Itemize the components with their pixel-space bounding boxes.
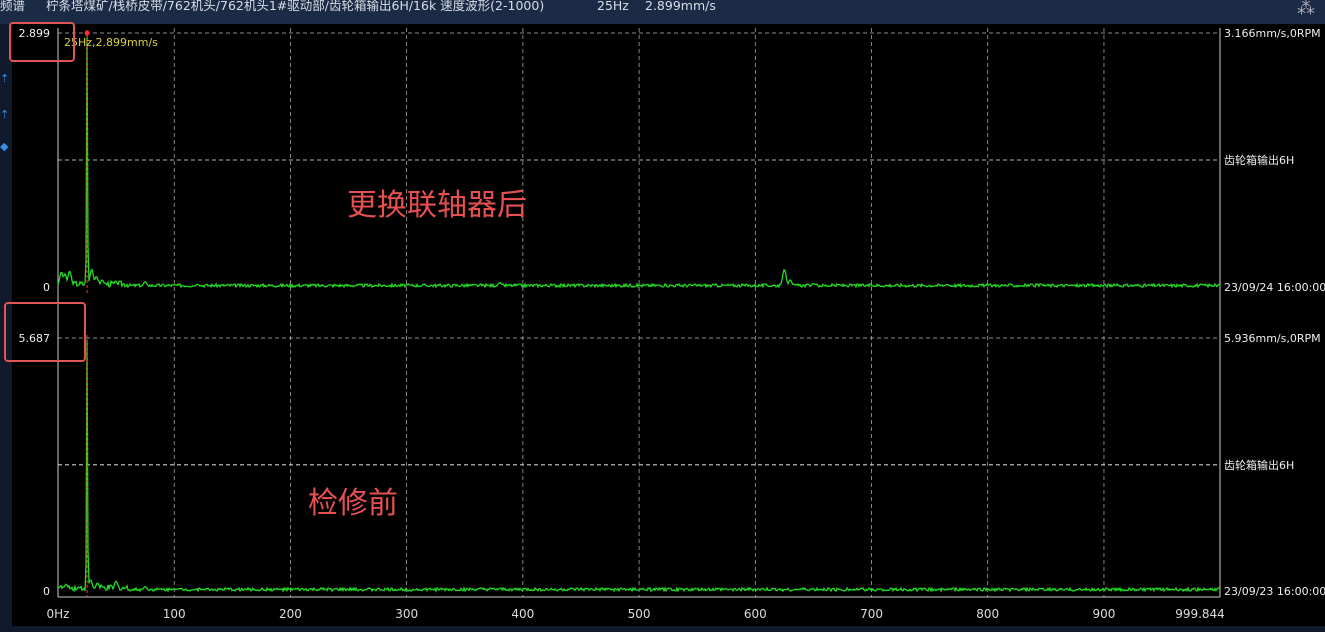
right-axis-label: 齿轮箱输出6H	[1224, 153, 1294, 167]
x-tick-label: 500	[628, 607, 651, 621]
spectrum-line	[57, 339, 1221, 593]
x-tick-label: 200	[279, 607, 302, 621]
cursor-icon[interactable]: ⇡	[0, 108, 10, 121]
highlight-box-bottom	[4, 302, 86, 362]
right-axis-label: 3.166mm/s,0RPM	[1224, 27, 1321, 40]
right-axis-label: 23/09/23 16:00:00	[1224, 585, 1325, 598]
toolbar: ⇡ ⇡ ◆	[0, 24, 12, 632]
status-bar	[0, 626, 1325, 632]
cursor-icon[interactable]: ⇡	[0, 72, 10, 85]
right-axis-label: 5.936mm/s,0RPM	[1224, 332, 1321, 345]
x-tick-label: 300	[395, 607, 418, 621]
collapse-icon[interactable]: ⁂	[1297, 0, 1315, 19]
right-axis-label: 齿轮箱输出6H	[1224, 458, 1294, 472]
x-tick-label: 700	[860, 607, 883, 621]
y-min-label: 0	[43, 585, 50, 598]
diamond-icon[interactable]: ◆	[0, 140, 9, 153]
annotation-before: 检修前	[308, 486, 398, 521]
module-label: 频谱	[0, 0, 26, 13]
cursor-readout: 25Hz,2.899mm/s	[64, 36, 158, 49]
cursor-frequency: 25Hz	[597, 0, 629, 13]
x-tick-label: 100	[163, 607, 186, 621]
channel-path: 柠条塔煤矿/栈桥皮带/762机头/762机头1#驱动部/齿轮箱输出6H/16k …	[46, 0, 545, 13]
spectrum-line	[57, 34, 1221, 289]
cursor-value: 2.899mm/s	[645, 0, 716, 13]
x-tick-label: 600	[744, 607, 767, 621]
y-min-label: 0	[43, 281, 50, 294]
y-max-label: 5.687	[19, 332, 51, 345]
x-tick-label: 800	[976, 607, 999, 621]
cursor-marker	[84, 30, 90, 36]
title-bar: 频谱 柠条塔煤矿/栈桥皮带/762机头/762机头1#驱动部/齿轮箱输出6H/1…	[0, 0, 1325, 24]
x-tick-label: 0Hz	[47, 607, 70, 621]
y-max-label: 2.899	[19, 27, 51, 40]
right-axis-label: 23/09/24 16:00:00	[1224, 281, 1325, 294]
x-tick-label: 400	[511, 607, 534, 621]
highlight-box-top	[9, 22, 75, 62]
annotation-after: 更换联轴器后	[347, 188, 527, 223]
x-tick-label: 900	[1093, 607, 1116, 621]
x-tick-label: 999.844	[1175, 607, 1225, 621]
